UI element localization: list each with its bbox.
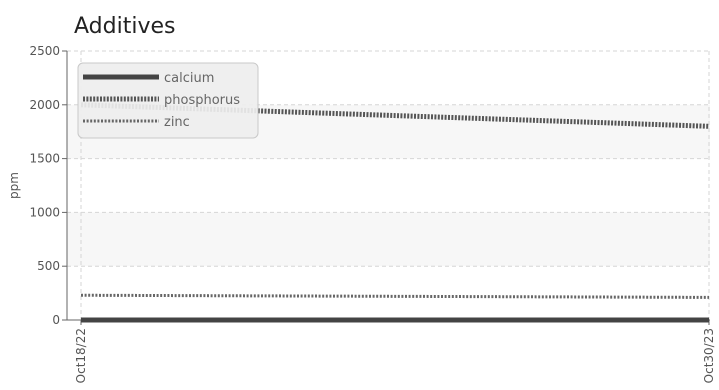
y-tick-label: 1500: [29, 152, 60, 166]
y-tick-label: 2000: [29, 98, 60, 112]
x-tick-label: Oct30/23: [702, 328, 716, 383]
y-tick-label: 500: [37, 259, 60, 273]
chart-title: Additives: [74, 14, 175, 39]
legend[interactable]: calcium phosphorus zinc: [77, 62, 259, 139]
plot-band: [67, 212, 710, 267]
legend-label-calcium[interactable]: calcium: [164, 71, 214, 86]
x-axis-ticks: Oct18/22 Oct30/23: [74, 320, 716, 383]
y-tick-label: 1000: [29, 205, 60, 219]
y-tick-label: 0: [52, 313, 60, 327]
legend-box: [77, 62, 259, 139]
series-layer: [80, 102, 710, 323]
y-axis-ticks: 0 500 1000 1500 2000 2500: [29, 44, 67, 327]
legend-label-phosphorus[interactable]: phosphorus: [164, 93, 240, 108]
series-line-zinc: [80, 293, 710, 299]
grid-lines: [67, 50, 710, 320]
series-line-phosphorus: [80, 102, 710, 129]
legend-label-zinc[interactable]: zinc: [164, 115, 190, 130]
y-tick-label: 2500: [29, 44, 60, 58]
y-axis-label: ppm: [7, 172, 21, 199]
x-tick-label: Oct18/22: [74, 328, 88, 383]
